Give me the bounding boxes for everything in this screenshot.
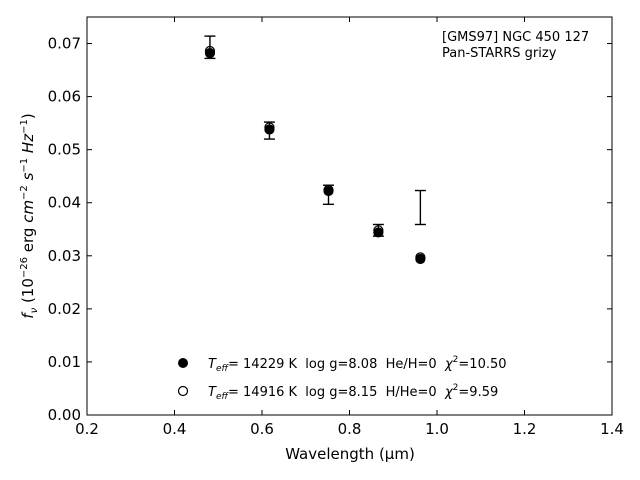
x-tick-label: 0.2 xyxy=(75,420,99,438)
y-tick-label: 0.00 xyxy=(48,406,81,424)
legend-marker-open xyxy=(177,385,189,397)
legend: Teff= 14229 K log g=8.08 He/H=0 χ2=10.50… xyxy=(177,355,507,402)
x-axis-ticks: 0.2 0.4 0.6 0.8 1.0 1.2 1.4 xyxy=(75,17,624,438)
y-tick-label: 0.07 xyxy=(48,35,81,53)
x-tick-label: 1.0 xyxy=(425,420,449,438)
model-markers xyxy=(204,45,426,265)
y-tick-label: 0.03 xyxy=(48,247,81,265)
model-point-open xyxy=(415,252,426,263)
y-axis-label: fν (10−26 erg cm−2 s−1 Hz−1) xyxy=(19,113,40,318)
legend-marker-filled xyxy=(178,358,188,368)
annotation-object-name: [GMS97] NGC 450 127 xyxy=(442,30,589,45)
y-tick-label: 0.05 xyxy=(48,141,81,159)
legend-label-da: Teff= 14229 K log g=8.08 He/H=0 χ2=10.50 xyxy=(208,355,507,374)
x-axis-label: Wavelength (μm) xyxy=(285,445,415,463)
model-point-filled xyxy=(264,124,275,135)
legend-label-db: Teff= 14916 K log g=8.15 H/He=0 χ2=9.59 xyxy=(208,383,498,402)
model-point-open xyxy=(204,45,216,57)
y-axis-ticks: 0.00 0.01 0.02 0.03 0.04 0.05 0.06 0.07 xyxy=(48,35,612,424)
x-tick-label: 0.6 xyxy=(250,420,274,438)
y-tick-label: 0.02 xyxy=(48,300,81,318)
plot-area xyxy=(86,16,613,416)
y-tick-label: 0.04 xyxy=(48,194,81,212)
y-tick-label: 0.01 xyxy=(48,353,81,371)
model-point-filled xyxy=(204,47,216,59)
annotation-survey: Pan-STARRS grizy xyxy=(442,46,557,61)
errorbar xyxy=(414,189,426,226)
x-tick-label: 0.4 xyxy=(163,420,187,438)
model-point-filled xyxy=(373,227,384,238)
model-point-open xyxy=(323,184,334,196)
x-tick-label: 0.8 xyxy=(338,420,362,438)
model-point-open xyxy=(373,225,384,236)
model-point-open xyxy=(264,122,275,133)
x-tick-label: 1.4 xyxy=(600,420,624,438)
y-tick-label: 0.06 xyxy=(48,88,81,106)
x-tick-label: 1.2 xyxy=(513,420,537,438)
